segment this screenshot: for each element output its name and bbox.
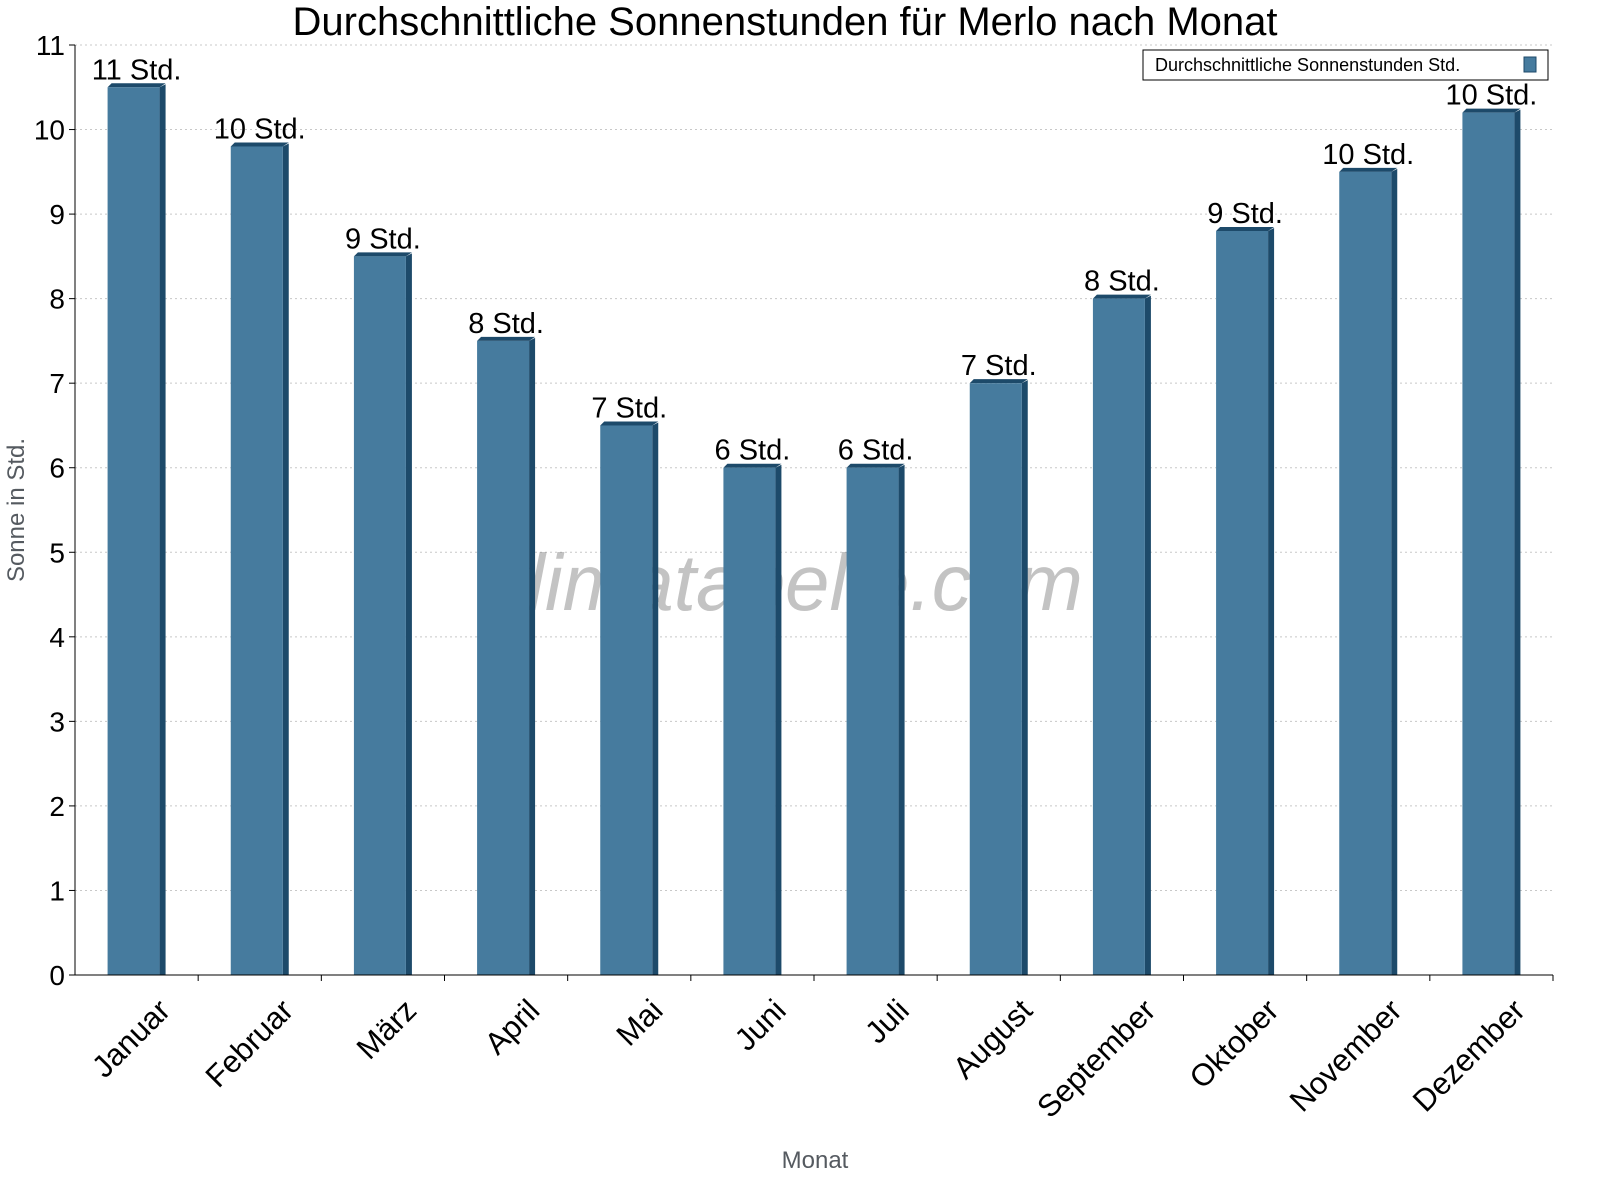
chart-title: Durchschnittliche Sonnenstunden für Merl… [293,0,1278,44]
data-label: 10 Std. [214,113,306,145]
bar-side [529,337,536,976]
data-label: 10 Std. [1322,139,1414,171]
y-tick-label: 4 [49,622,65,653]
bar-side [159,84,166,976]
y-tick-label: 1 [49,875,65,906]
bar [600,425,653,975]
bar-side [1514,109,1521,976]
data-label: 11 Std. [92,54,182,86]
bar [477,340,530,976]
bar [1462,112,1515,976]
bar [1216,231,1269,975]
x-tick-label: Oktober [1183,993,1286,1096]
y-tick-label: 7 [49,368,65,399]
bar-side [1144,295,1151,975]
legend-box [1142,49,1549,81]
y-axis-label: Sonne in Std. [3,438,30,582]
data-label: 9 Std. [1207,198,1283,230]
bar [1092,298,1145,975]
x-tick-label: September [1030,993,1162,1125]
y-tick-label: 10 [34,115,65,146]
x-tick-label: Februar [199,993,301,1095]
x-tick-label: Dezember [1406,993,1532,1119]
y-tick-label: 5 [49,537,65,568]
bar [230,146,283,976]
data-label: 6 Std. [838,435,914,467]
bar [107,87,160,976]
data-label: 10 Std. [1445,80,1537,112]
bar [1339,171,1392,975]
bar-side [775,464,782,975]
bar-side [405,253,412,975]
x-tick-label: Januar [85,993,177,1085]
y-tick-label: 9 [49,199,65,230]
x-tick-label: April [478,993,547,1062]
bar [969,383,1022,975]
x-axis-label: Monat [782,1147,849,1174]
y-tick-label: 3 [49,706,65,737]
bar-top [1462,108,1521,113]
bar-top [477,336,536,341]
bar [353,256,406,975]
bar-top [1216,227,1275,231]
x-tick-label: Mai [609,993,669,1053]
x-tick-label: Juli [858,993,916,1051]
bar-top [1092,294,1151,299]
data-label: 8 Std. [468,308,544,340]
x-tick-label: August [946,992,1039,1085]
y-tick-label: 6 [49,453,65,484]
bar-top [969,379,1028,384]
y-tick-label: 11 [36,30,65,61]
bar [723,467,776,975]
y-tick-label: 2 [49,791,65,822]
bar-side [1021,380,1028,975]
bar-side [898,464,905,975]
data-label: 6 Std. [715,435,791,467]
bar-side [652,422,659,975]
data-label: 8 Std. [1084,266,1160,298]
bar-side [1391,168,1398,975]
bar-side [282,143,289,976]
bar-top [230,142,289,147]
bar-top [353,252,412,257]
bar-top [600,421,659,426]
data-label: 9 Std. [345,223,421,255]
bar-top [1339,167,1398,172]
bar-side [1268,228,1275,975]
data-label: 7 Std. [961,350,1037,382]
bar [846,467,899,975]
data-label: 7 Std. [591,392,667,424]
x-tick-label: November [1283,993,1409,1119]
x-tick-label: März [350,993,423,1066]
bar-top [723,463,782,468]
legend-label: Durchschnittliche Sonnenstunden Std. [1155,55,1460,75]
bar-top [107,83,166,88]
bar-top [846,463,905,468]
legend-swatch [1523,56,1537,73]
legend: Durchschnittliche Sonnenstunden Std. [1142,49,1549,81]
y-tick-label: 8 [49,284,65,315]
x-tick-label: Juni [728,993,793,1058]
y-tick-label: 0 [49,960,65,991]
